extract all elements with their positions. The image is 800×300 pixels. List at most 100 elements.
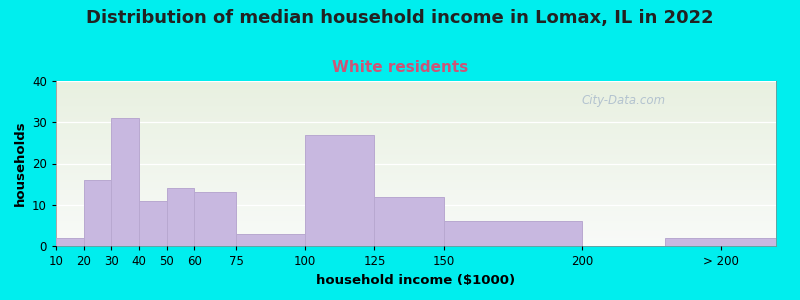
Bar	[56, 129, 776, 130]
Bar	[56, 137, 776, 139]
Bar	[56, 202, 776, 203]
Bar	[56, 238, 84, 246]
Bar	[56, 99, 776, 101]
Bar	[56, 155, 776, 157]
Bar	[56, 106, 776, 107]
Bar	[374, 196, 444, 246]
Bar	[56, 89, 776, 91]
Bar	[56, 140, 776, 142]
Bar	[56, 235, 776, 236]
Bar	[139, 201, 166, 246]
Bar	[56, 244, 776, 246]
Bar	[56, 182, 776, 183]
Bar	[56, 152, 776, 154]
Bar	[56, 224, 776, 226]
Bar	[56, 94, 776, 96]
Bar	[56, 125, 776, 127]
Bar	[56, 230, 776, 231]
Bar	[56, 200, 776, 202]
Bar	[56, 111, 776, 112]
Bar	[56, 192, 776, 193]
Bar	[56, 218, 776, 220]
Bar	[56, 160, 776, 162]
Bar	[236, 234, 306, 246]
Bar	[56, 144, 776, 146]
Bar	[56, 147, 776, 148]
Bar	[56, 165, 776, 167]
Bar	[194, 192, 236, 246]
Bar	[56, 117, 776, 119]
Bar	[56, 84, 776, 86]
Bar	[56, 185, 776, 187]
Bar	[84, 180, 111, 246]
Bar	[56, 82, 776, 84]
Bar	[56, 114, 776, 116]
Bar	[56, 101, 776, 103]
Bar	[56, 210, 776, 211]
Bar	[56, 195, 776, 196]
Bar	[56, 98, 776, 99]
Bar	[56, 127, 776, 129]
Bar	[56, 109, 776, 111]
Bar	[56, 223, 776, 224]
Bar	[56, 154, 776, 155]
Text: City-Data.com: City-Data.com	[582, 94, 666, 107]
Bar	[56, 236, 776, 238]
Bar	[56, 172, 776, 173]
Bar	[56, 239, 776, 241]
Bar	[56, 170, 776, 172]
Bar	[56, 132, 776, 134]
Bar	[56, 112, 776, 114]
X-axis label: household income ($1000): household income ($1000)	[317, 274, 515, 286]
Bar	[56, 102, 776, 104]
Bar	[166, 188, 194, 246]
Bar	[56, 226, 776, 228]
Bar	[56, 205, 776, 206]
Bar	[444, 221, 582, 246]
Bar	[56, 213, 776, 215]
Bar	[56, 96, 776, 98]
Bar	[56, 104, 776, 106]
Bar	[56, 243, 776, 244]
Bar	[56, 145, 776, 147]
Bar	[56, 215, 776, 216]
Bar	[56, 169, 776, 170]
Bar	[56, 148, 776, 150]
Bar	[56, 119, 776, 121]
Bar	[56, 86, 776, 88]
Bar	[56, 157, 776, 158]
Bar	[56, 139, 776, 140]
Bar	[56, 196, 776, 198]
Bar	[56, 121, 776, 122]
Bar	[111, 118, 139, 246]
Bar	[56, 124, 776, 125]
Bar	[56, 175, 776, 177]
Bar	[56, 122, 776, 124]
Bar	[56, 238, 776, 239]
Bar	[56, 233, 776, 235]
Bar	[56, 116, 776, 117]
Bar	[56, 216, 776, 218]
Bar	[56, 162, 776, 164]
Bar	[56, 177, 776, 178]
Bar	[56, 158, 776, 160]
Bar	[56, 228, 776, 230]
Bar	[56, 241, 776, 243]
Bar	[56, 88, 776, 89]
Bar	[56, 130, 776, 132]
Bar	[56, 136, 776, 137]
Text: White residents: White residents	[332, 60, 468, 75]
Bar	[56, 81, 776, 82]
Bar	[56, 198, 776, 200]
Bar	[56, 208, 776, 210]
Bar	[56, 220, 776, 221]
Bar	[56, 183, 776, 185]
Bar	[56, 142, 776, 144]
Bar	[56, 231, 776, 233]
Bar	[666, 238, 776, 246]
Bar	[56, 150, 776, 152]
Bar	[56, 190, 776, 192]
Bar	[56, 211, 776, 213]
Bar	[306, 135, 374, 246]
Bar	[56, 164, 776, 165]
